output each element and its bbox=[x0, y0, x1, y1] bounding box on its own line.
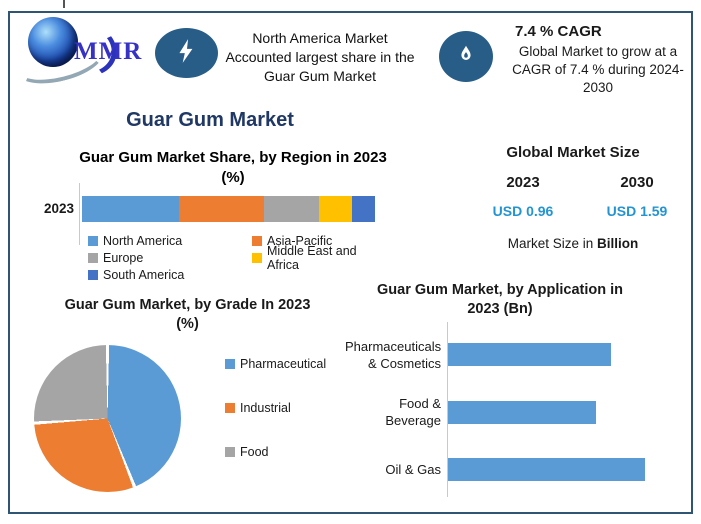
application-chart-title: Guar Gum Market, by Application in 2023 … bbox=[377, 282, 623, 317]
legend-swatch bbox=[252, 235, 262, 246]
app-row: Oil & Gas bbox=[345, 458, 645, 481]
app-bar bbox=[448, 400, 596, 424]
bar-segment-asia-pacific bbox=[178, 196, 264, 222]
market-size-note-unit: Billion bbox=[597, 236, 639, 251]
app-row: Pharmaceuticals & Cosmetics bbox=[345, 339, 611, 371]
market-size-col-2023: 2023 USD 0.96 bbox=[463, 174, 583, 219]
legend-swatch bbox=[225, 446, 235, 457]
legend-swatch bbox=[88, 252, 98, 263]
market-size-note-prefix: Market Size in bbox=[507, 236, 598, 251]
app-rows: Pharmaceuticals & Cosmetics Food & Bevera… bbox=[345, 333, 657, 498]
highlight-text: North America Market Accounted largest s… bbox=[225, 30, 415, 84]
legend-label: Industrial bbox=[240, 400, 291, 415]
market-size-value: USD 0.96 bbox=[492, 203, 554, 219]
region-bar bbox=[82, 196, 375, 222]
legend-label: Food bbox=[240, 444, 269, 459]
legend-swatch bbox=[225, 358, 235, 369]
grade-chart-title: Guar Gum Market, by Grade In 2023 (%) bbox=[64, 297, 311, 332]
page-title: Guar Gum Market bbox=[126, 109, 294, 131]
market-size-year: 2030 bbox=[620, 174, 654, 191]
legend-label: Asia-Pacific bbox=[267, 233, 333, 248]
app-bar bbox=[448, 343, 611, 366]
legend-label: North America bbox=[103, 233, 183, 248]
legend-label: South America bbox=[103, 267, 185, 282]
legend-swatch bbox=[88, 269, 98, 280]
bar-segment-europe bbox=[263, 196, 320, 222]
region-chart-axis-line bbox=[79, 183, 80, 245]
market-size-value: USD 1.59 bbox=[606, 203, 668, 219]
region-legend: North America Asia-Pacific Europe Middle Ea… bbox=[88, 233, 390, 282]
bar-segment-south-america bbox=[351, 196, 375, 222]
legend-swatch bbox=[88, 235, 98, 246]
legend-label: Pharmaceutical bbox=[240, 356, 327, 371]
cagr-block: 7.4 % CAGR Global Market to grow at a CA… bbox=[505, 23, 691, 97]
flame-icon bbox=[455, 41, 477, 72]
market-size-year: 2023 bbox=[506, 174, 540, 191]
region-category-label: 2023 bbox=[43, 201, 74, 216]
app-row: Food & Beverage bbox=[345, 396, 596, 428]
legend-item: South America bbox=[88, 267, 252, 282]
lightning-bolt-icon bbox=[174, 36, 200, 71]
logo-text: MMR bbox=[74, 38, 143, 65]
legend-item: Middle East and Africa bbox=[252, 244, 390, 272]
market-size-col-2030: 2030 USD 1.59 bbox=[577, 174, 697, 219]
legend-swatch bbox=[225, 402, 235, 413]
legend-item: Europe bbox=[88, 250, 252, 265]
app-bar bbox=[448, 458, 645, 481]
grade-legend: Pharmaceutical Industrial Food bbox=[225, 356, 365, 488]
app-category-label: Food & Beverage bbox=[385, 396, 441, 428]
app-category-label: Oil & Gas bbox=[385, 462, 441, 477]
bar-segment-north-america bbox=[82, 196, 179, 222]
app-category-label: Pharmaceuticals & Cosmetics bbox=[345, 338, 442, 371]
lightning-badge bbox=[155, 28, 218, 78]
application-chart-axis-line bbox=[447, 322, 448, 497]
legend-label: Middle East and Africa bbox=[267, 243, 357, 272]
market-size-title: Global Market Size bbox=[506, 144, 640, 161]
cagr-title: 7.4 % CAGR bbox=[515, 23, 602, 40]
globe-logo-icon bbox=[28, 17, 78, 67]
region-chart-title: Guar Gum Market Share, by Region in 2023… bbox=[79, 149, 387, 186]
legend-item: Industrial bbox=[225, 400, 365, 415]
legend-item: Food bbox=[225, 444, 365, 459]
bar-segment-middle-east-and-africa bbox=[319, 196, 352, 222]
cagr-badge bbox=[439, 31, 493, 82]
legend-item: North America bbox=[88, 233, 252, 248]
legend-item: Asia-Pacific bbox=[252, 233, 390, 248]
market-size-note: Market Size in Billion bbox=[455, 236, 691, 251]
cagr-body: Global Market to grow at a CAGR of 7.4 %… bbox=[512, 44, 684, 95]
legend-swatch bbox=[252, 252, 262, 263]
crop-artifact-tick bbox=[63, 0, 65, 8]
legend-label: Europe bbox=[103, 250, 144, 265]
legend-item: Pharmaceutical bbox=[225, 356, 365, 371]
grade-pie bbox=[34, 345, 181, 492]
